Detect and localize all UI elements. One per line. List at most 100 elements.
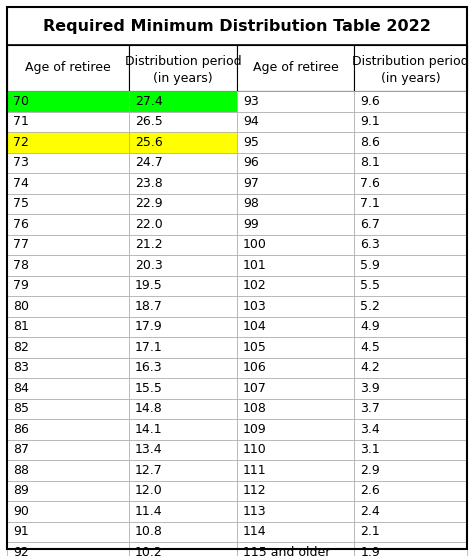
Text: 27.4: 27.4 (135, 95, 163, 108)
Text: Age of retiree: Age of retiree (253, 62, 338, 75)
Bar (7, 378, 129, 399)
Text: 6.3: 6.3 (360, 239, 380, 251)
Text: 9.1: 9.1 (360, 115, 380, 128)
Bar (7, 91, 129, 112)
Bar (237, 276, 354, 296)
Text: 97: 97 (243, 177, 259, 190)
Bar (129, 378, 237, 399)
Text: 92: 92 (13, 546, 29, 556)
Bar (354, 378, 467, 399)
Bar (129, 152, 237, 173)
Text: 99: 99 (243, 218, 259, 231)
Text: 22.9: 22.9 (135, 197, 163, 210)
Bar (237, 378, 354, 399)
Text: 6.7: 6.7 (360, 218, 380, 231)
Bar (237, 460, 354, 480)
Bar (7, 255, 129, 276)
Bar (7, 358, 129, 378)
Bar (237, 501, 354, 522)
Bar (354, 439, 467, 460)
Bar (354, 460, 467, 480)
Text: 15.5: 15.5 (135, 382, 163, 395)
Bar (129, 45, 237, 91)
Text: 73: 73 (13, 156, 29, 169)
Text: 3.1: 3.1 (360, 443, 380, 456)
Bar (7, 542, 129, 556)
Bar (354, 45, 467, 91)
Bar (237, 439, 354, 460)
Bar (237, 296, 354, 316)
Bar (129, 439, 237, 460)
Text: Required Minimum Distribution Table 2022: Required Minimum Distribution Table 2022 (43, 18, 431, 33)
Bar (7, 480, 129, 501)
Bar (7, 132, 129, 152)
Text: 114: 114 (243, 525, 266, 538)
Bar (129, 501, 237, 522)
Text: 26.5: 26.5 (135, 115, 163, 128)
Bar (129, 358, 237, 378)
Bar (354, 542, 467, 556)
Text: Distribution period: Distribution period (125, 54, 241, 68)
Bar (354, 522, 467, 542)
Text: 83: 83 (13, 361, 29, 374)
Text: 12.7: 12.7 (135, 464, 163, 476)
Text: 21.2: 21.2 (135, 239, 163, 251)
Bar (237, 522, 354, 542)
Text: 107: 107 (243, 382, 267, 395)
Bar (7, 501, 129, 522)
Bar (237, 173, 354, 193)
Bar (7, 399, 129, 419)
Text: 3.9: 3.9 (360, 382, 380, 395)
Bar (7, 296, 129, 316)
Text: 71: 71 (13, 115, 29, 128)
Text: 85: 85 (13, 402, 29, 415)
Bar (129, 296, 237, 316)
Text: Age of retiree: Age of retiree (25, 62, 111, 75)
Bar (354, 132, 467, 152)
Bar (354, 193, 467, 214)
Text: 110: 110 (243, 443, 267, 456)
Bar (354, 214, 467, 235)
Text: 70: 70 (13, 95, 29, 108)
Text: 10.2: 10.2 (135, 546, 163, 556)
Bar (129, 235, 237, 255)
Bar (7, 460, 129, 480)
Text: 10.8: 10.8 (135, 525, 163, 538)
Bar (129, 522, 237, 542)
Text: 5.5: 5.5 (360, 279, 380, 292)
Bar (354, 419, 467, 439)
Text: 2.4: 2.4 (360, 505, 380, 518)
Text: 113: 113 (243, 505, 266, 518)
Text: 115 and older: 115 and older (243, 546, 330, 556)
Text: (in years): (in years) (153, 72, 213, 85)
Bar (7, 439, 129, 460)
Text: 89: 89 (13, 484, 29, 497)
Text: 100: 100 (243, 239, 267, 251)
Bar (7, 316, 129, 337)
Text: 17.1: 17.1 (135, 341, 163, 354)
Bar (129, 193, 237, 214)
Text: Distribution period: Distribution period (352, 54, 469, 68)
Bar (129, 276, 237, 296)
Text: 88: 88 (13, 464, 29, 476)
Text: 8.1: 8.1 (360, 156, 380, 169)
Bar (7, 419, 129, 439)
Bar (354, 173, 467, 193)
Bar (354, 480, 467, 501)
Text: 5.9: 5.9 (360, 259, 380, 272)
Bar (129, 173, 237, 193)
Text: 13.4: 13.4 (135, 443, 163, 456)
Text: 22.0: 22.0 (135, 218, 163, 231)
Bar (354, 296, 467, 316)
Bar (7, 337, 129, 358)
Bar (129, 255, 237, 276)
Bar (237, 152, 354, 173)
Text: 20.3: 20.3 (135, 259, 163, 272)
Bar (129, 112, 237, 132)
Text: 12.0: 12.0 (135, 484, 163, 497)
Text: 90: 90 (13, 505, 29, 518)
Text: 7.6: 7.6 (360, 177, 380, 190)
Text: 82: 82 (13, 341, 29, 354)
Bar (7, 193, 129, 214)
Text: 93: 93 (243, 95, 259, 108)
